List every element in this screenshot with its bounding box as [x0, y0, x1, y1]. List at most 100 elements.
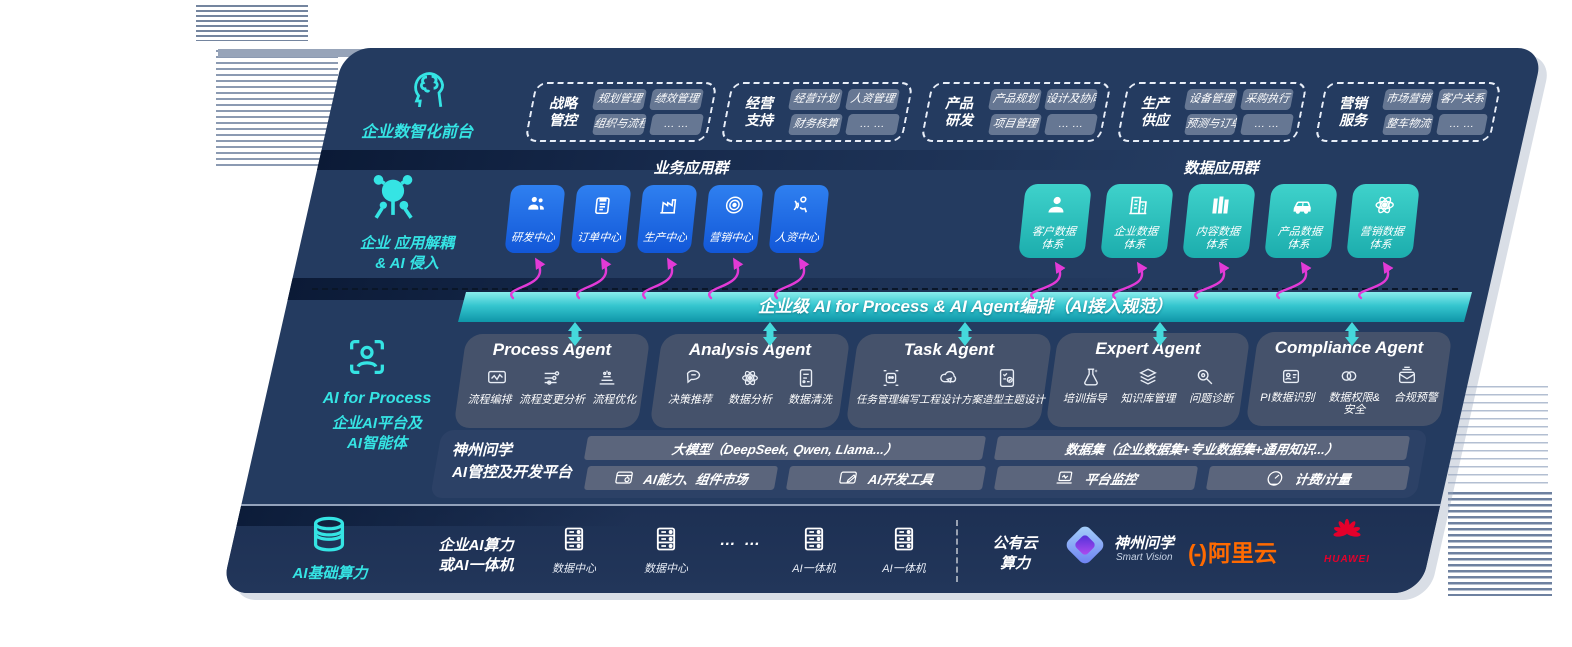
training-flask-icon: [1083, 368, 1098, 386]
front-group-marketing: 营销 服务 市场营销 客户关系 整车物流 … …: [1314, 82, 1502, 142]
chip: 财务核算: [787, 114, 844, 135]
tool-bar-monitor: 平台监控: [993, 466, 1199, 490]
component-market-icon: [615, 471, 633, 484]
optimize-stack-icon: [599, 370, 614, 385]
permission-link-icon: [1341, 371, 1357, 381]
app-box-hr-center: 人资中心: [768, 185, 830, 253]
chip: 设计及协同: [1043, 89, 1099, 110]
diagnose-search-icon: [1198, 369, 1213, 385]
stripe-decoration: [216, 50, 338, 166]
chip: 采购执行: [1239, 89, 1295, 110]
data-box-enterprise: 企业数据 体系: [1100, 184, 1174, 258]
node-label: AI一体机: [792, 563, 836, 575]
app-box-production-center: 生产中心: [636, 185, 698, 253]
huawei-flower-icon: [1333, 518, 1361, 537]
node-label: 数据中心: [552, 563, 596, 575]
front-group-supply: 生产 供应 设备管理 采购执行 预测与订单 … …: [1116, 82, 1308, 142]
edge-highlight: [218, 49, 368, 57]
car-icon: [1293, 201, 1311, 214]
server-icon: [656, 527, 676, 551]
platform-label: 神州问学 AI管控及开发平台: [452, 442, 573, 481]
gauge-icon: [1267, 471, 1283, 486]
compute-label-1: 企业AI算力: [438, 537, 514, 554]
vendor-name: 神州问学: [1114, 535, 1175, 552]
section-divider: [317, 150, 1521, 170]
clipboard-icon: [595, 197, 610, 215]
data-box-marketing: 营销数据 体系: [1346, 184, 1420, 258]
business-group-title: 业务应用群: [653, 160, 729, 177]
ai-layer-label-1: AI for Process: [322, 390, 432, 407]
front-group-strategy: 战略 管控 规划管理 绩效管理 组织与流程 … …: [524, 82, 718, 142]
app-box-rd-center: 研发中心: [504, 185, 566, 253]
agent-card-compliance: Compliance Agent PI数据识别 数据权限&安全 合规预警: [1245, 332, 1453, 426]
chip: … …: [648, 114, 705, 135]
database-icon: [313, 516, 345, 552]
public-cloud-label-1: 公有云: [992, 535, 1038, 552]
stripe-decoration: [1448, 492, 1552, 596]
atom-icon: [1375, 196, 1394, 214]
chip: 预测与订单: [1183, 114, 1239, 135]
flow-monitor-icon: [488, 370, 507, 384]
agent-card-expert: Expert Agent 培训指导 知识库管理 问题诊断: [1045, 333, 1251, 427]
tool-bar-devtools: AI开发工具: [785, 466, 987, 490]
data-group-title: 数据应用群: [1183, 160, 1259, 177]
infra-layer-label: AI基础算力: [292, 565, 368, 582]
chip: … …: [1239, 114, 1295, 135]
ai-layer-label-3: AI智能体: [346, 435, 407, 452]
stripe-decoration: [1448, 386, 1548, 488]
scan-person-icon: [350, 340, 384, 374]
alibaba-cloud-logo: (-) 阿里云: [1188, 540, 1277, 566]
decision-head-icon: [686, 370, 701, 384]
aliyun-bracket-icon: (-): [1188, 540, 1207, 566]
chip: 设备管理: [1183, 89, 1239, 110]
chip: 整车物流: [1381, 114, 1435, 135]
model-bar: 大模型（DeepSeek, Qwen, Llama...）: [583, 436, 987, 460]
building-icon: [1129, 196, 1147, 215]
compute-label-2: 或AI一体机: [438, 557, 514, 574]
node-label: AI一体机: [882, 563, 926, 575]
dev-tools-icon: [839, 471, 858, 484]
stripe-decoration: [196, 5, 308, 41]
server-icon: [564, 527, 584, 551]
front-group-operation: 经营 支持 经营计划 人资管理 财务核算 … …: [720, 82, 914, 142]
group-title: 营销 服务: [1339, 95, 1367, 128]
node-label: 数据中心: [644, 563, 688, 575]
dataset-bar: 数据集（企业数据集+专业数据集+通用知识...）: [993, 436, 1411, 460]
platform-strip: 神州问学 AI管控及开发平台 大模型（DeepSeek, Qwen, Llama.…: [430, 430, 1428, 498]
ai-layer-label-2: 企业AI平台及: [331, 415, 422, 432]
data-atom-icon: [742, 370, 758, 386]
chip: 产品规划: [987, 89, 1043, 110]
laptop-monitor-icon: [1056, 471, 1073, 484]
vertical-dashed-divider: [956, 520, 958, 582]
knowledge-layers-icon: [1139, 368, 1157, 385]
app-layer-label-2: & AI 侵入: [375, 255, 439, 272]
chip: … …: [1435, 114, 1489, 135]
chip: 人资管理: [844, 89, 901, 110]
chip: 经营计划: [787, 89, 844, 110]
group-title: 产品 研发: [945, 95, 973, 128]
production-icon: [660, 199, 677, 214]
vendor-subtitle: Smart Vision: [1116, 552, 1173, 563]
chip: 组织与流程: [591, 114, 648, 135]
app-layer-label-1: 企业 应用解耦: [359, 235, 455, 252]
sliders-icon: [544, 371, 560, 385]
ellipsis-label: … …: [719, 532, 763, 549]
agent-card-process: Process Agent 流程编排 流程变更分析 流程优化: [453, 334, 651, 428]
front-group-product: 产品 研发 产品规划 设计及协同 项目管理 … …: [920, 82, 1112, 142]
data-box-product: 产品数据 体系: [1264, 184, 1338, 258]
id-card-icon: [1282, 369, 1300, 384]
books-icon: [1212, 196, 1229, 214]
huawei-wordmark: HUAWEI: [1324, 554, 1370, 565]
data-box-customer: 客户数据 体系: [1018, 184, 1092, 258]
orchestration-bar: 企业级 AI for Process & AI Agent编排（AI接入规范）: [458, 292, 1472, 322]
group-title: 生产 供应: [1141, 95, 1169, 128]
chip: 规划管理: [591, 89, 648, 110]
person-signal-icon: [793, 196, 808, 213]
chip: … …: [1043, 114, 1099, 135]
chip: 客户关系: [1435, 89, 1489, 110]
chip: … …: [844, 114, 901, 135]
group-title: 经营 支持: [745, 95, 773, 128]
style-checklist-icon: [999, 369, 1015, 387]
front-layer-label: 企业数智化前台: [360, 124, 473, 141]
